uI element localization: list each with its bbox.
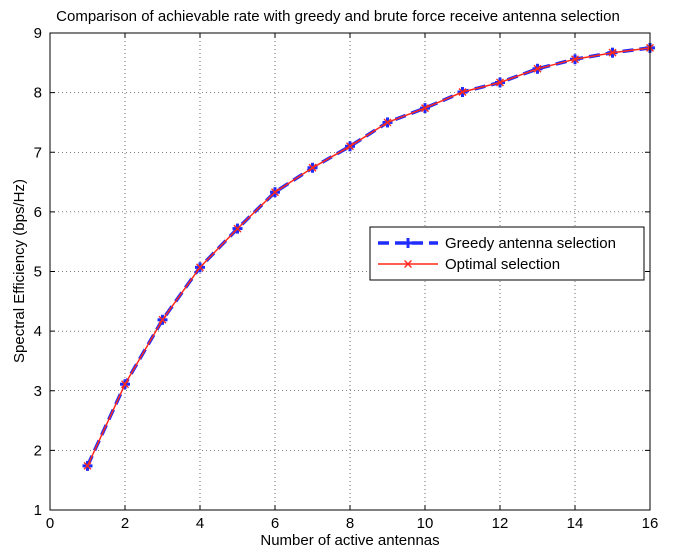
legend-box <box>369 226 645 281</box>
x-tick-label: 12 <box>492 515 509 532</box>
data-point <box>158 315 167 324</box>
x-tick-label: 6 <box>271 515 279 532</box>
data-point <box>496 78 504 87</box>
series-layer <box>82 42 655 471</box>
x-axis-title: Number of active antennas <box>260 532 439 549</box>
x-tick-label: 4 <box>196 515 204 532</box>
data-point <box>421 104 429 113</box>
series-line <box>86 47 651 467</box>
y-tick-label: 8 <box>34 85 42 102</box>
y-axis-title: Spectral Efficiency (bps/Hz) <box>11 179 28 363</box>
x-tick-label: 0 <box>46 515 54 532</box>
y-tick-label: 6 <box>34 204 42 221</box>
data-point <box>533 64 542 73</box>
legend-label-greedy: Greedy antenna selection <box>445 235 616 252</box>
legend: Greedy antenna selection Optimal selecti… <box>369 226 645 281</box>
x-tick-label: 14 <box>567 515 584 532</box>
data-point <box>608 48 617 57</box>
y-tick-label: 9 <box>34 25 42 42</box>
series-optimal <box>83 43 654 470</box>
x-tick-label: 16 <box>642 515 659 532</box>
plot-frame <box>49 32 651 511</box>
data-point <box>271 188 279 197</box>
legend-label-optimal: Optimal selection <box>445 256 560 273</box>
data-point <box>83 461 92 470</box>
legend-swatch-optimal <box>378 260 438 268</box>
y-tick-label: 5 <box>34 264 42 281</box>
data-point <box>571 55 579 64</box>
x-tick-label: 8 <box>346 515 354 532</box>
data-point <box>346 142 354 151</box>
grid <box>50 33 650 510</box>
data-point <box>233 224 242 233</box>
legend-marker <box>403 238 413 248</box>
data-point <box>383 118 392 127</box>
legend-swatch-greedy <box>378 238 438 248</box>
y-tick-label: 1 <box>34 502 42 519</box>
data-point <box>196 263 204 272</box>
data-point <box>121 380 129 389</box>
legend-marker <box>404 260 412 268</box>
y-tick-label: 3 <box>34 383 42 400</box>
y-tick-label: 2 <box>34 442 42 459</box>
y-tick-label: 4 <box>34 323 42 340</box>
y-tick-label: 7 <box>34 144 42 161</box>
x-tick-label: 10 <box>417 515 434 532</box>
x-tick-label: 2 <box>121 515 129 532</box>
chart-title: Comparison of achievable rate with greed… <box>56 8 620 25</box>
data-point <box>308 163 317 172</box>
data-point <box>458 88 467 97</box>
